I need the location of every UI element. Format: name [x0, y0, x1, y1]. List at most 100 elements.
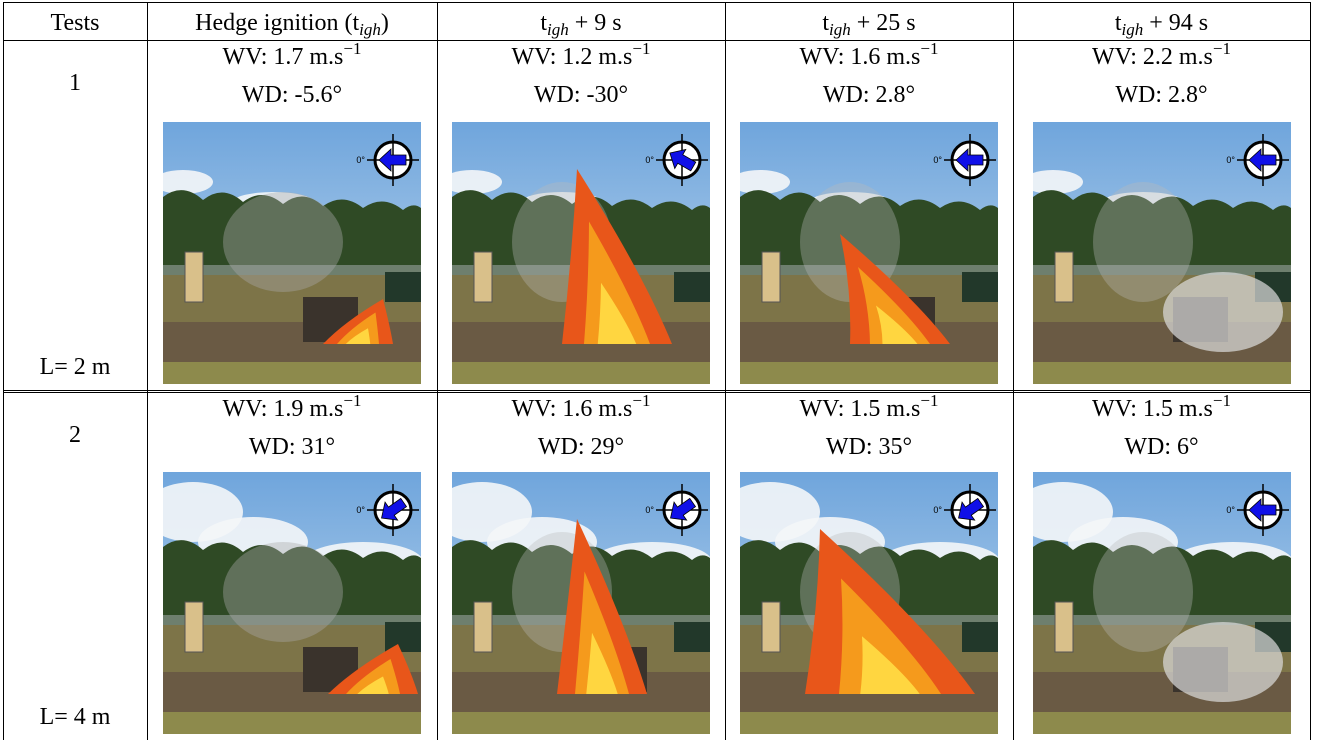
tree-line: [1033, 540, 1291, 627]
photo: 0°: [740, 122, 998, 384]
wind-arrow: [955, 148, 984, 172]
fence: [163, 615, 421, 625]
header-cell: Tests: [3, 6, 147, 40]
tent: [674, 622, 710, 652]
smoke: [1163, 622, 1283, 702]
photo: 0°: [740, 472, 998, 734]
wind-speed: WV: 1.6 m.s−1: [437, 392, 725, 423]
wind-arrow: [670, 497, 697, 521]
cloud: [163, 170, 213, 194]
photo: 0°: [452, 472, 710, 734]
tree-line: [740, 190, 998, 277]
panel: [761, 601, 781, 653]
wind-speed-exponent: −1: [343, 391, 362, 410]
flame: [357, 676, 389, 694]
header-text: igh: [829, 20, 851, 39]
panel: [473, 601, 493, 653]
wind-direction: WD: -30°: [533, 82, 629, 108]
compass-label: 0°: [356, 155, 365, 165]
wind-arrow: [381, 497, 408, 521]
panel: [1054, 601, 1074, 653]
compass-label: 0°: [933, 155, 942, 165]
compass-label: 0°: [645, 505, 654, 515]
panel: [761, 251, 781, 303]
tent: [962, 622, 998, 652]
panel: [184, 601, 204, 653]
cloud: [1033, 170, 1083, 194]
row-rule: [3, 390, 1311, 391]
column-rule: [147, 2, 148, 740]
tent: [385, 622, 421, 652]
compass-label: 0°: [1226, 505, 1235, 515]
grass: [163, 712, 421, 734]
header-text: Hedge ignition (t: [195, 10, 360, 36]
tent: [385, 272, 421, 302]
fence: [1033, 265, 1291, 275]
panel: [1054, 251, 1074, 303]
cloud: [740, 170, 790, 194]
header-text: igh: [359, 20, 381, 39]
header-text: t: [822, 10, 830, 36]
header-cell: tigh + 25 s: [725, 6, 1013, 40]
compass-label: 0°: [356, 505, 365, 515]
photo: 0°: [1033, 122, 1291, 384]
tree-line: [1033, 190, 1291, 277]
cloud: [452, 170, 502, 194]
grass: [1033, 712, 1291, 734]
tree-line: [163, 190, 421, 277]
header-text: t: [1114, 10, 1122, 36]
wind-direction: WD: 35°: [825, 434, 913, 460]
wind-speed-exponent: −1: [1212, 391, 1231, 410]
header-text: t: [540, 10, 548, 36]
wind-speed-text: WV: 1.6 m.s: [799, 44, 921, 70]
grass: [740, 362, 998, 384]
wind-direction: WD: 2.8°: [822, 82, 916, 108]
panel: [184, 251, 204, 303]
header-text: Tests: [50, 10, 100, 36]
flame: [586, 632, 618, 694]
wind-direction: WD: -5.6°: [241, 82, 343, 108]
test-number: 2: [69, 422, 81, 448]
wind-arrow: [1248, 148, 1277, 172]
header-text: igh: [1121, 20, 1144, 39]
wind-speed: WV: 1.6 m.s−1: [725, 40, 1013, 71]
header-cell: tigh + 94 s: [1013, 6, 1310, 40]
wind-arrow: [378, 148, 407, 172]
grass: [452, 712, 710, 734]
wind-speed: WV: 1.5 m.s−1: [725, 392, 1013, 423]
wind-speed: WV: 1.9 m.s−1: [147, 392, 437, 423]
wind-speed-text: WV: 1.7 m.s: [222, 44, 344, 70]
header-text: igh: [547, 20, 569, 39]
smoke: [223, 192, 343, 292]
row-rule: [3, 40, 1311, 41]
photo: 0°: [452, 122, 710, 384]
smoke: [223, 542, 343, 642]
wind-speed-exponent: −1: [920, 39, 939, 58]
tent: [674, 272, 710, 302]
flame: [575, 571, 629, 694]
wind-speed-exponent: −1: [632, 391, 651, 410]
wind-speed: WV: 2.2 m.s−1: [1013, 40, 1310, 71]
wind-direction: WD: 6°: [1124, 434, 1199, 460]
grass: [163, 362, 421, 384]
smoke: [1093, 182, 1193, 302]
header-cell: tigh + 9 s: [437, 6, 725, 40]
tree-line: [163, 540, 421, 627]
wind-speed: WV: 1.7 m.s−1: [147, 40, 437, 71]
wind-arrow: [669, 148, 697, 172]
flame: [597, 282, 637, 344]
test-number: 1: [69, 70, 81, 96]
smoke: [1093, 532, 1193, 652]
row-rule: [3, 392, 1311, 393]
grass: [452, 362, 710, 384]
header-text: ): [380, 10, 389, 36]
wind-direction: WD: 29°: [537, 434, 625, 460]
fence: [1033, 615, 1291, 625]
wind-speed-text: WV: 1.6 m.s: [511, 396, 633, 422]
grass: [1033, 362, 1291, 384]
header-cell: Hedge ignition (tigh): [147, 6, 437, 40]
compass-label: 0°: [645, 155, 654, 165]
panel: [473, 251, 493, 303]
wind-speed-exponent: −1: [632, 39, 651, 58]
